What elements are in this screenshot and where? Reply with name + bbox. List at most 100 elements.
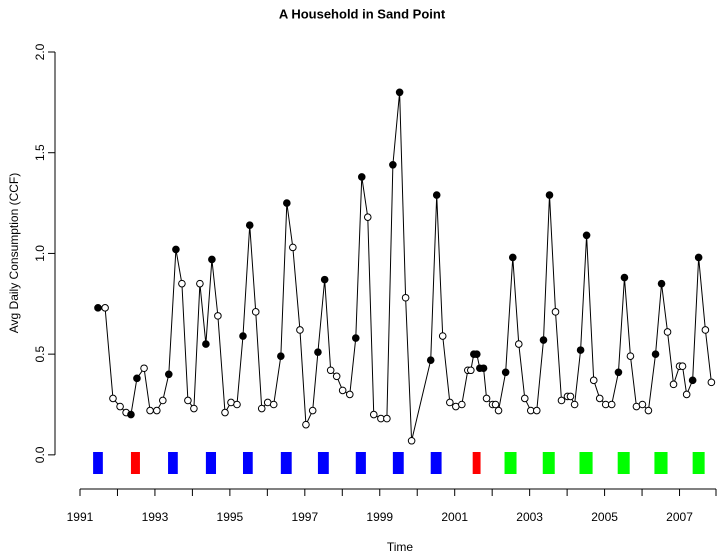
data-point: [557, 396, 566, 405]
period-bar: [93, 452, 103, 474]
period-bar: [355, 452, 366, 474]
data-point: [320, 275, 329, 284]
data-point: [473, 350, 481, 358]
data-point: [401, 293, 410, 302]
period-bar: [392, 452, 404, 474]
y-tick-label: 0.0: [33, 446, 47, 463]
data-point: [482, 394, 491, 403]
y-tick-label: 1.5: [33, 144, 47, 161]
data-point: [269, 400, 278, 409]
period-bar: [472, 452, 481, 474]
data-point: [551, 308, 560, 316]
chart-title: A Household in Sand Point: [279, 6, 446, 21]
x-tick-label: 1999: [366, 510, 393, 524]
period-bar: [280, 452, 292, 474]
data-point: [644, 406, 653, 415]
data-point: [116, 402, 124, 411]
x-tick-label: 2005: [591, 510, 618, 524]
data-point: [458, 400, 466, 409]
data-point: [277, 352, 285, 360]
data-point: [190, 404, 198, 413]
data-point: [101, 304, 109, 312]
data-point: [159, 396, 167, 405]
data-point: [332, 372, 341, 381]
data-point: [426, 356, 435, 364]
data-point: [221, 408, 229, 417]
data-point: [688, 376, 697, 385]
data-point: [582, 231, 591, 240]
data-point: [109, 394, 117, 403]
data-point: [363, 213, 372, 221]
data-point: [614, 368, 623, 377]
data-point: [539, 336, 548, 344]
data-point: [508, 253, 517, 262]
data-point: [520, 394, 529, 403]
data-point: [351, 334, 360, 342]
data-point: [338, 386, 347, 395]
period-bar: [130, 452, 140, 474]
period-bar: [504, 452, 517, 474]
data-point: [239, 332, 247, 340]
x-tick-label: 2003: [516, 510, 543, 524]
data-point: [314, 348, 322, 356]
data-point: [395, 88, 404, 97]
data-point: [127, 410, 135, 419]
data-point: [369, 410, 378, 419]
y-tick-label: 2.0: [33, 43, 47, 60]
data-point: [491, 400, 500, 409]
data-point: [289, 243, 297, 252]
data-point: [532, 406, 541, 415]
data-point: [140, 364, 148, 373]
data-point: [669, 380, 678, 389]
y-tick-label: 0.5: [33, 345, 47, 362]
data-point: [302, 420, 310, 429]
x-tick-label: 1991: [67, 510, 94, 524]
data-point: [245, 221, 254, 230]
data-point: [566, 392, 575, 401]
data-point: [196, 279, 204, 288]
x-axis-label: Time: [387, 540, 414, 554]
period-bar: [205, 452, 217, 474]
data-point: [595, 394, 604, 403]
data-point: [345, 390, 354, 399]
y-tick-label: 1.0: [33, 245, 47, 262]
data-point: [638, 400, 647, 409]
data-point: [407, 436, 416, 445]
period-bar: [242, 452, 253, 474]
data-point: [208, 255, 216, 264]
data-point: [545, 191, 554, 199]
data-point: [296, 326, 304, 334]
data-point: [251, 308, 260, 316]
data-point: [432, 191, 441, 199]
data-point: [701, 326, 710, 334]
period-bar: [617, 452, 630, 474]
data-point: [694, 253, 703, 262]
data-point: [607, 400, 616, 409]
x-tick-label: 2007: [666, 510, 693, 524]
data-point: [589, 376, 598, 385]
data-point: [514, 340, 523, 348]
period-bar: [317, 452, 329, 474]
data-point: [164, 370, 173, 379]
data-point: [202, 340, 210, 348]
period-bar: [430, 452, 442, 474]
data-point: [146, 406, 154, 415]
data-point: [94, 304, 102, 312]
data-point: [326, 366, 335, 375]
data-point: [446, 398, 454, 407]
data-point: [663, 328, 672, 336]
data-point: [172, 245, 180, 254]
period-bar: [654, 452, 668, 474]
data-point: [233, 400, 241, 409]
data-point: [678, 362, 687, 371]
data-point: [576, 346, 585, 354]
x-tick-label: 1997: [291, 510, 318, 524]
data-point: [707, 378, 716, 387]
y-axis-label: Avg Daily Consumption (CCF): [7, 173, 21, 334]
period-bar: [692, 452, 705, 474]
data-point: [214, 312, 222, 320]
data-point: [682, 390, 691, 399]
data-point: [389, 161, 397, 169]
data-point: [153, 406, 161, 415]
